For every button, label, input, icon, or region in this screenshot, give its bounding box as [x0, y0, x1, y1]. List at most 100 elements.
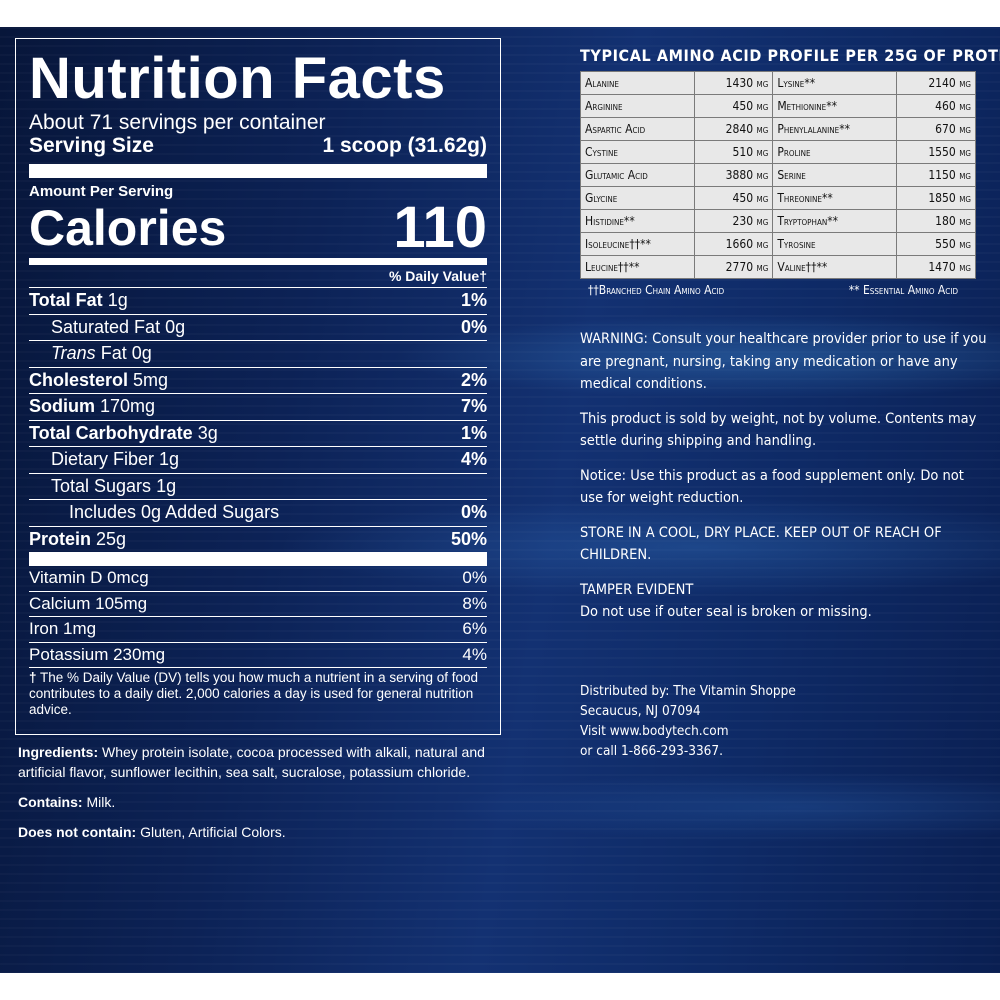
nutrient-row: Total Carbohydrate 3g 1% [29, 419, 487, 447]
amino-name-right: Lysine** [772, 71, 898, 95]
vitamin-row: Iron 1mg 6% [29, 616, 487, 642]
amino-name-right: Tryptophan** [772, 209, 898, 233]
daily-value-footnote: † The % Daily Value (DV) tells you how m… [29, 667, 487, 718]
amino-name-left: Histidine** [580, 209, 695, 233]
vitamin-dv: 0% [462, 568, 487, 587]
amino-name-left: Arginine [580, 94, 695, 118]
amino-value-right: 550 mg [896, 232, 976, 256]
nutrient-dv: 1% [460, 290, 487, 310]
nutrient-dv: 7% [460, 396, 487, 416]
footnote-text: The % Daily Value (DV) tells you how muc… [29, 670, 478, 717]
eaa-note: ** Essential Amino Acid [848, 283, 958, 297]
amino-row: Histidine** 230 mg Tryptophan** 180 mg [580, 209, 976, 233]
thick-divider [29, 552, 487, 566]
nutrient-row: Total Sugars 1g [29, 472, 487, 500]
medium-divider [29, 258, 487, 265]
amino-name-right: Tyrosine [772, 232, 898, 256]
vitamin-name: Potassium 230mg [29, 644, 166, 664]
distributor-website: Visit www.bodytech.com [580, 723, 729, 739]
amino-row: Glutamic Acid 3880 mg Serine 1150 mg [580, 163, 976, 187]
amount-per-serving: Amount Per Serving [29, 183, 174, 200]
nutrient-row: Total Fat 1g 1% [29, 287, 487, 314]
amino-name-left: Leucine††** [580, 255, 695, 279]
amino-value-left: 3880 mg [693, 163, 774, 187]
vitamin-dv: 6% [462, 619, 487, 638]
nutrient-dv: 0% [460, 316, 487, 337]
contains-text: Milk. [82, 794, 116, 810]
contains-label: Contains: [18, 794, 83, 810]
vitamin-name: Iron 1mg [29, 619, 97, 638]
amino-name-right: Proline [772, 140, 898, 164]
nutrient-name: Total Sugars [51, 475, 152, 496]
amino-name-right: Threonine** [772, 186, 898, 210]
nutrient-amount: Fat 0g [100, 343, 152, 363]
amino-value-left: 2770 mg [693, 255, 774, 279]
tamper-text: Do not use if outer seal is broken or mi… [580, 604, 872, 620]
amino-notes: ††Branched Chain Amino Acid ** Essential… [580, 279, 958, 301]
thick-divider [29, 164, 487, 178]
vitamin-name: Calcium 105mg [29, 593, 148, 613]
nutrient-name: Protein [29, 528, 92, 549]
amino-value-right: 1470 mg [896, 255, 976, 279]
ingredients-label: Ingredients: [18, 744, 99, 760]
calories-label: Calories [29, 200, 227, 256]
nutrient-amount: 170mg [100, 396, 156, 416]
servings-per-container: About 71 servings per container [29, 111, 326, 134]
vitamin-dv: 4% [462, 644, 487, 664]
nutrient-row: Cholesterol 5mg 2% [29, 366, 487, 394]
amino-value-left: 510 mg [693, 140, 774, 164]
nutrient-dv: 0% [460, 502, 487, 522]
bcaa-note: ††Branched Chain Amino Acid [588, 283, 725, 297]
amino-value-left: 450 mg [693, 186, 774, 210]
nutrient-amount: 5mg [133, 369, 169, 390]
nutrient-row: Dietary Fiber 1g 4% [29, 446, 487, 473]
amino-value-right: 180 mg [896, 209, 976, 233]
amino-name-left: Glycine [580, 186, 695, 210]
nutrient-dv: 50% [450, 528, 487, 549]
serving-size-label: Serving Size [29, 134, 154, 157]
nutrient-name: Includes 0g Added Sugars [69, 502, 280, 522]
nutrient-row: Trans Fat 0g [29, 340, 487, 367]
amino-acid-profile: Typical Amino Acid Profile per 25g of Pr… [580, 43, 1000, 301]
nutrient-row: Includes 0g Added Sugars 0% [29, 499, 487, 526]
warning-paragraph: WARNING: Consult your healthcare provide… [580, 331, 987, 392]
nutrient-row: Saturated Fat 0g 0% [29, 313, 487, 341]
weight-notice-paragraph: This product is sold by weight, not by v… [580, 410, 977, 450]
amino-name-left: Glutamic Acid [580, 163, 695, 187]
does-not-contain-label: Does not contain: [18, 824, 137, 840]
nutrient-name: Total Fat [29, 290, 103, 310]
nutrient-amount: 25g [96, 528, 127, 549]
amino-row: Cystine 510 mg Proline 1550 mg [580, 140, 976, 164]
distributor-info: Distributed by: The Vitamin Shoppe Secau… [580, 681, 990, 761]
amino-value-left: 1430 mg [693, 71, 774, 95]
daily-value-header: % Daily Value† [388, 268, 487, 284]
calories-value: 110 [393, 195, 487, 260]
nutrient-name: Cholesterol [29, 369, 129, 390]
amino-row: Glycine 450 mg Threonine** 1850 mg [580, 186, 976, 210]
amino-row: Isoleucine††** 1660 mg Tyrosine 550 mg [580, 232, 976, 256]
amino-value-right: 1550 mg [896, 140, 976, 164]
supplement-notice-paragraph: Notice: Use this product as a food suppl… [580, 467, 964, 507]
nutrient-name: Dietary Fiber [51, 449, 155, 469]
amino-name-right: Phenylalanine** [772, 117, 898, 141]
ingredients-text: Whey protein isolate, cocoa processed wi… [18, 744, 485, 780]
amino-value-right: 1850 mg [896, 186, 976, 210]
amino-row: Aspartic Acid 2840 mg Phenylalanine** 670 m… [580, 117, 976, 141]
serving-size-value: 1 scoop (31.62g) [322, 134, 487, 157]
amino-row: Arginine 450 mg Methionine** 460 mg [580, 94, 976, 118]
amino-row: Alanine 1430 mg Lysine** 2140 mg [580, 71, 976, 95]
vitamin-row: Calcium 105mg 8% [29, 590, 487, 617]
amino-value-right: 460 mg [896, 94, 976, 118]
ingredients-section: Ingredients: Whey protein isolate, cocoa… [18, 742, 508, 852]
storage-paragraph: STORE IN A COOL, DRY PLACE. KEEP OUT OF … [580, 524, 942, 564]
nutrient-amount: 1g [156, 475, 177, 496]
amino-name-left: Cystine [580, 140, 695, 164]
nutrient-amount: 1g [107, 290, 128, 310]
amino-title: Typical Amino Acid Profile per 25g of Pr… [580, 46, 1000, 65]
distributor-phone: or call 1-866-293-3367. [580, 743, 723, 759]
calories-row: Calories 110 [29, 195, 487, 260]
nutrient-amount: 0g [165, 316, 186, 337]
warnings-section: WARNING: Consult your healthcare provide… [580, 328, 990, 636]
nutrient-dv: 2% [460, 369, 487, 390]
amino-value-right: 670 mg [896, 117, 976, 141]
